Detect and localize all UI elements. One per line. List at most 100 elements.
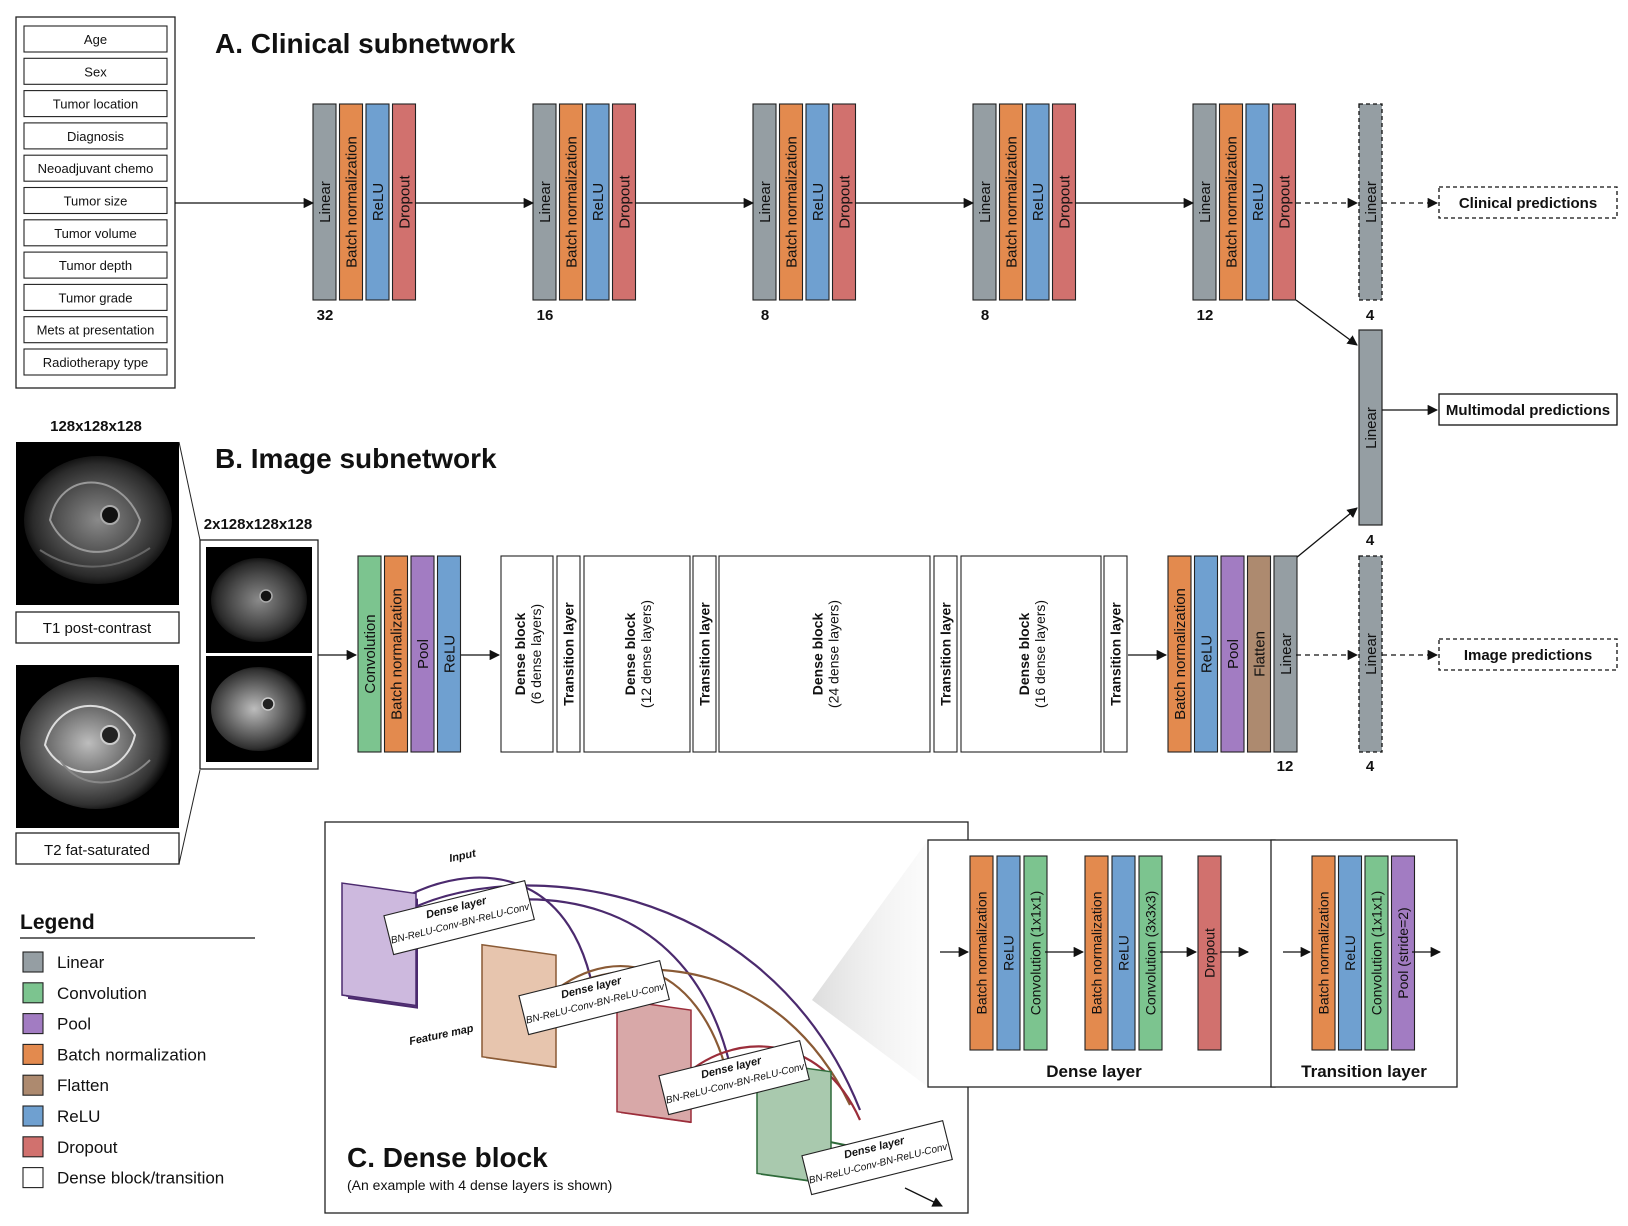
relu-label: ReLU [1030, 183, 1047, 221]
batch-normalization-layer: Batch normalization [338, 103, 364, 301]
dropout-layer: Dropout [1271, 103, 1297, 301]
transition-layer-label: Transition layer [938, 602, 954, 706]
transition-layer-title: Transition layer [1301, 1062, 1427, 1081]
convolution-layer: Convolution [357, 555, 382, 753]
batch-normalization-label: Batch normalization [1003, 136, 1020, 268]
relu-layer: ReLU [1245, 103, 1270, 301]
dropout-label: Dropout [396, 174, 413, 228]
multimodal-linear-label: Linear [1363, 407, 1380, 449]
legend-label: Pool [57, 1015, 91, 1034]
image-predictions-box: Image predictions [1438, 638, 1618, 671]
clinical-input-label: Sex [84, 64, 107, 79]
batch-normalization-label: Batch normalization [343, 136, 360, 268]
legend-label: Dense block/transition [57, 1169, 224, 1188]
linear-layer: Linear [1273, 555, 1298, 753]
legend-label: Convolution [57, 984, 147, 1003]
relu-layer: ReLU [805, 103, 830, 301]
batch-normalization-label: Batch normalization [783, 136, 800, 268]
linear-label: Linear [1197, 181, 1214, 223]
batch-normalization-layer: Batch normalization [558, 103, 584, 301]
clinical-input-label: Tumor location [53, 97, 139, 112]
dropout-label: Dropout [1056, 174, 1073, 228]
linear-layer: Linear [532, 103, 557, 301]
clinical-output-size: 4 [1366, 307, 1375, 324]
pool-stride-2-layer: Pool (stride=2) [1390, 855, 1416, 1051]
relu-label: ReLU [810, 183, 827, 221]
batch-normalization-layer: Batch normalization [1218, 103, 1244, 301]
convolution-3x3x3-layer: Convolution (3x3x3) [1138, 855, 1163, 1051]
clinical-input-label: Tumor size [64, 194, 128, 209]
legend-swatch [22, 1136, 44, 1158]
legend-item-relu: ReLU [22, 1105, 100, 1127]
transition-layer-block: Transition layer [933, 555, 958, 753]
pool-stride-2-label: Pool (stride=2) [1395, 907, 1411, 998]
dense-block-title: C. Dense block [347, 1142, 548, 1173]
pool-label: Pool [1225, 639, 1242, 669]
legend-label: ReLU [57, 1107, 100, 1126]
relu-label: ReLU [370, 183, 387, 221]
stacked-input [199, 539, 319, 770]
clinical-input-label: Diagnosis [67, 129, 125, 144]
relu-layer: ReLU [1193, 555, 1219, 753]
convolution-1x1x1-layer: Convolution (1x1x1) [1364, 855, 1389, 1051]
linear-layer: Linear [972, 103, 997, 301]
dense-block-name: Dense block [810, 613, 826, 696]
batch-normalization-layer: Batch normalization [1167, 555, 1192, 753]
clinical-input-label: Age [84, 32, 107, 47]
clinical-input-tumor-grade: Tumor grade [23, 283, 168, 311]
clinical-input-label: Neoadjuvant chemo [38, 161, 154, 176]
relu-layer: ReLU [1025, 103, 1050, 301]
dense-block-name: Dense block [1016, 613, 1032, 696]
legend-item-flatten: Flatten [22, 1074, 109, 1096]
clinical-predictions-box: Clinical predictions [1438, 186, 1618, 219]
linear-layer: Linear [312, 103, 337, 301]
legend-swatch [22, 982, 44, 1004]
batch-normalization-label: Batch normalization [1172, 588, 1189, 720]
flatten-label: Flatten [1251, 631, 1268, 677]
batch-normalization-label: Batch normalization [974, 892, 990, 1015]
legend: Linear Convolution Pool Batch normalization… [22, 951, 224, 1189]
relu-label: ReLU [1342, 935, 1358, 971]
batch-normalization-label: Batch normalization [1089, 892, 1105, 1015]
relu-layer: ReLU [365, 103, 390, 301]
multimodal-size: 4 [1366, 532, 1375, 549]
dense-block-sub: (24 dense layers) [826, 600, 842, 708]
clinical-input-tumor-location: Tumor location [23, 90, 168, 118]
clinical-block-4: Linear Batch normalization ReLU Dropout 8 [972, 103, 1077, 324]
batch-normalization-layer: Batch normalization [778, 103, 804, 301]
legend-swatch [22, 1074, 44, 1096]
clinical-output-linear-label: Linear [1363, 181, 1380, 223]
convolution-3x3x3-label: Convolution (3x3x3) [1143, 891, 1159, 1016]
relu-layer: ReLU [1337, 855, 1363, 1051]
transition-layer-block: Transition layer [556, 555, 581, 753]
legend-swatch [22, 951, 44, 973]
linear-layer: Linear [752, 103, 777, 301]
image-output-size: 4 [1366, 758, 1375, 775]
pool-label: Pool [415, 639, 432, 669]
dense-block-sub: (6 dense layers) [528, 604, 544, 704]
batch-normalization-layer: Batch normalization [1084, 855, 1109, 1051]
t1-mri-image [16, 442, 179, 605]
image-output-linear: Linear 4 [1358, 555, 1383, 775]
clinical-input-label: Radiotherapy type [43, 355, 149, 370]
clinical-block-3: Linear Batch normalization ReLU Dropout 8 [752, 103, 857, 324]
transition-layer-block: Transition layer [1103, 555, 1128, 753]
clinical-input-tumor-volume: Tumor volume [23, 219, 168, 247]
clinical-input-list: Age Sex Tumor location Diagnosis Neoadjuvant… [15, 16, 176, 389]
image-predictions-label: Image predictions [1464, 647, 1592, 664]
legend-item-dense-block-transition: Dense block/transition [22, 1167, 224, 1189]
relu-label: ReLU [590, 183, 607, 221]
linear-label: Linear [537, 181, 554, 223]
flatten-layer: Flatten [1246, 555, 1272, 753]
clinical-title: A. Clinical subnetwork [215, 28, 516, 59]
image-head-block: Batch normalization ReLU Pool Flatten Linear [1167, 555, 1298, 753]
stack-dim-label: 2x128x128x128 [204, 516, 312, 533]
relu-layer: ReLU [436, 555, 462, 753]
legend-item-pool: Pool [22, 1013, 91, 1035]
transition-layer-label: Transition layer [1108, 602, 1124, 706]
dense-block-name: Dense block [622, 613, 638, 696]
multimodal-predictions-label: Multimodal predictions [1446, 402, 1610, 419]
dropout-layer: Dropout [611, 103, 637, 301]
clinical-block-1: Linear Batch normalization ReLU Dropout 32 [312, 103, 417, 324]
pool-layer: Pool [1220, 555, 1245, 753]
